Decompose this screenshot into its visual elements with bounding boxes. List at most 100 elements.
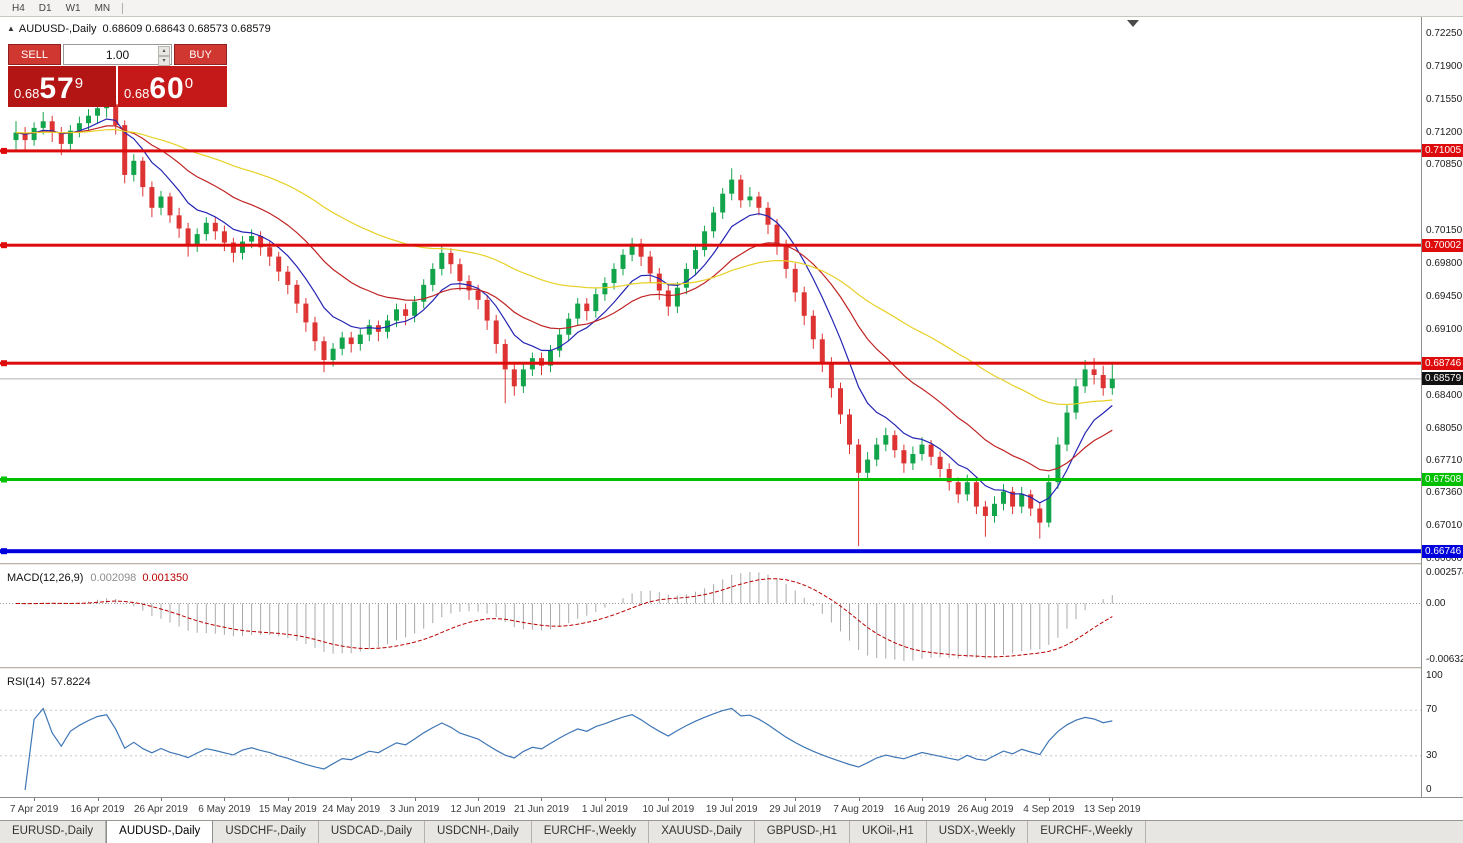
sell-button[interactable]: SELL [8, 44, 61, 65]
horizontal-line [0, 243, 1421, 247]
candle [982, 506, 988, 516]
timeframe-button-mn[interactable]: MN [94, 2, 111, 14]
candle [511, 369, 517, 387]
moving-average-line-8 [15, 118, 1113, 504]
candle [992, 503, 997, 516]
date-axis: 7 Apr 2019 16 Apr 2019 26 Apr 2019 6 May 20… [0, 797, 1463, 820]
candle [49, 121, 55, 133]
price-axis-label: 0.72250 [1426, 27, 1463, 39]
chart-tab-usdx-weekly[interactable]: USDX-,Weekly [927, 821, 1029, 843]
candle [937, 456, 943, 469]
candle [113, 104, 119, 126]
macd-header: MACD(12,26,9) 0.002098 0.001350 [7, 572, 188, 584]
volume-field[interactable]: 1.00 ▴ ▾ [63, 44, 172, 66]
candle [403, 309, 409, 316]
macd-axis-label: 0.00 [1426, 597, 1446, 609]
candle [1001, 491, 1006, 504]
chart-tab-bar: EURUSD-,Daily AUDUSD-,Daily USDCHF-,Daily U… [0, 820, 1463, 843]
chart-tab-usdcad-daily[interactable]: USDCAD-,Daily [319, 821, 425, 843]
chart-tab-audusd-daily[interactable]: AUDUSD-,Daily [106, 821, 214, 843]
candle [955, 482, 961, 495]
main-chart-canvas[interactable] [0, 17, 1421, 563]
candle [647, 256, 653, 274]
candle [421, 284, 427, 302]
rsi-title: RSI(14) [7, 676, 45, 688]
timeframe-button-w1[interactable]: W1 [65, 2, 81, 14]
pane-resize-divider[interactable] [0, 563, 1463, 566]
chart-tab-ukoil-h1[interactable]: UKOil-,H1 [850, 821, 927, 843]
candle [629, 243, 635, 255]
macd-canvas[interactable] [0, 566, 1421, 667]
candle [548, 350, 553, 366]
date-axis-label: 4 Sep 2019 [1023, 804, 1075, 815]
buy-button[interactable]: BUY [174, 44, 227, 65]
macd-axis-label: -0.006326 [1426, 654, 1463, 665]
date-tick [97, 798, 99, 801]
candle [792, 268, 798, 293]
chart-tab-eurchf-weekly[interactable]: EURCHF-,Weekly [532, 821, 650, 843]
candle [240, 241, 245, 253]
volume-decrease-button[interactable]: ▾ [158, 56, 170, 66]
timeframe-button-d1[interactable]: D1 [38, 2, 52, 14]
candle [856, 444, 862, 473]
rsi-header: RSI(14) 57.8224 [7, 676, 91, 688]
candle [919, 444, 925, 454]
candle [394, 309, 399, 321]
candle [729, 179, 735, 194]
date-tick [287, 798, 289, 801]
buy-price-big: 60 [149, 72, 185, 105]
candle [683, 268, 689, 288]
price-axis-label: 0.69100 [1426, 323, 1463, 335]
candle [747, 196, 753, 201]
candle [312, 322, 318, 342]
buy-price-box[interactable]: 0.68 60 0 [118, 66, 227, 107]
current-price-badge: 0.68579 [1422, 372, 1463, 386]
candle [1091, 369, 1097, 375]
candle [946, 469, 952, 483]
date-axis-label: 26 Apr 2019 [133, 804, 188, 815]
horizontal-line [0, 149, 1421, 153]
candle [457, 264, 463, 282]
chart-header: ▲ AUDUSD-,Daily 0.68609 0.68643 0.68573 0.… [7, 23, 271, 35]
chart-tab-xauusd-daily[interactable]: XAUUSD-,Daily [649, 821, 755, 843]
hline-price-badge: 0.70002 [1422, 238, 1463, 252]
price-axis-label: 0.67710 [1426, 454, 1463, 466]
candle [466, 281, 472, 291]
candle [665, 290, 671, 307]
chart-tab-gbpusd-h1[interactable]: GBPUSD-,H1 [755, 821, 850, 843]
chart-symbol-title: AUDUSD-,Daily [18, 23, 97, 35]
pane-resize-divider[interactable] [0, 667, 1463, 670]
date-tick [541, 798, 543, 801]
chart-tab-eurusd-daily[interactable]: EURUSD-,Daily [0, 821, 107, 843]
candle [230, 242, 236, 253]
volume-increase-button[interactable]: ▴ [158, 46, 170, 56]
candle [847, 414, 852, 445]
candle [756, 196, 762, 208]
candle [638, 243, 644, 257]
date-axis-label: 7 Aug 2019 [833, 804, 884, 815]
candle [810, 315, 816, 340]
candle [348, 337, 354, 345]
chart-tab-eurchf-weekly-2[interactable]: EURCHF-,Weekly [1028, 821, 1146, 843]
chart-tab-usdcnh-daily[interactable]: USDCNH-,Daily [425, 821, 532, 843]
horizontal-line-handle [1, 476, 7, 483]
candle [1064, 412, 1070, 445]
rsi-canvas[interactable] [0, 670, 1421, 797]
candle [67, 130, 73, 144]
candle [1046, 482, 1052, 523]
date-axis-label: 21 Jun 2019 [513, 804, 569, 815]
candle [928, 444, 934, 457]
price-axis-label: 0.71900 [1426, 60, 1463, 72]
horizontal-line [0, 361, 1421, 365]
timeframe-button-h4[interactable]: H4 [12, 2, 25, 14]
candle [412, 301, 418, 316]
candle [439, 252, 445, 269]
chart-ohlc-values: 0.68609 0.68643 0.68573 0.68579 [102, 23, 271, 35]
sell-price-box[interactable]: 0.68 57 9 [8, 66, 116, 107]
chart-tab-usdchf-daily[interactable]: USDCHF-,Daily [213, 821, 319, 843]
rsi-axis-label: 0 [1426, 784, 1432, 795]
date-tick [351, 798, 353, 801]
one-click-panel-toggle-icon[interactable]: ▲ [7, 24, 15, 33]
candle [221, 231, 227, 243]
chart-shift-marker-icon [1127, 20, 1139, 27]
